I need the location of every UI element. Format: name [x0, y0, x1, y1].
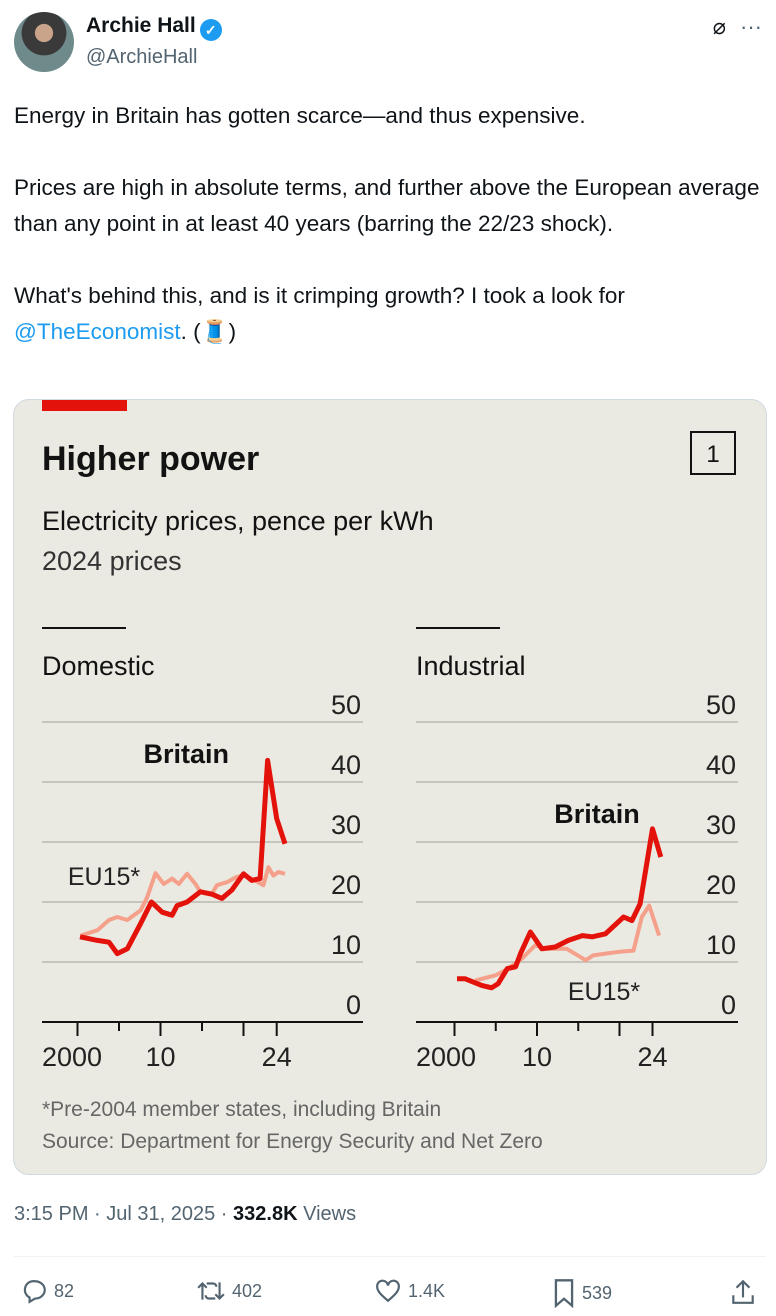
britain-line: [457, 826, 664, 991]
reply-icon: [23, 1280, 46, 1304]
x-tick-label: 24: [262, 1042, 292, 1072]
tweet-paragraph: Energy in Britain has gotten scarce—and …: [14, 103, 586, 128]
chart-number-box: [690, 431, 736, 475]
y-tick-label: 50: [331, 690, 361, 720]
y-tick-label: 10: [706, 930, 736, 960]
grok-icon[interactable]: ⌀: [712, 14, 727, 39]
tweet-text: Energy in Britain has gotten scarce—and …: [14, 98, 764, 386]
share-button[interactable]: [730, 1278, 756, 1306]
britain-label: Britain: [554, 799, 640, 829]
panel-title: Industrial: [416, 651, 526, 681]
chart-subtitle: Electricity prices, pence per kWh: [42, 506, 434, 536]
y-tick-label: 0: [721, 990, 736, 1020]
bookmark-icon: [554, 1279, 574, 1308]
chart-subtitle-2: 2024 prices: [42, 546, 182, 576]
mention-link[interactable]: @TheEconomist: [14, 319, 181, 344]
chart-number: 1: [706, 441, 719, 468]
x-tick-label: 24: [637, 1042, 667, 1072]
y-tick-label: 40: [331, 750, 361, 780]
y-tick-label: 10: [331, 930, 361, 960]
share-icon: [732, 1279, 754, 1304]
verified-badge-icon: ✓: [199, 19, 222, 41]
eu15-line: [80, 865, 286, 938]
y-tick-label: 50: [706, 690, 736, 720]
tweet-paragraph: Prices are high in absolute terms, and f…: [14, 175, 760, 236]
tweet-time[interactable]: 3:15 PM: [14, 1203, 89, 1225]
y-tick-label: 40: [706, 750, 736, 780]
y-tick-label: 30: [331, 810, 361, 840]
repost-icon: [197, 1281, 225, 1301]
x-tick-label: 2000: [42, 1042, 102, 1072]
divider: [14, 1256, 766, 1257]
chart-svg: Higher power 1 Electricity prices, pence…: [42, 400, 738, 1153]
eu15-label: EU15*: [568, 978, 641, 1006]
eu15-label: EU15*: [68, 863, 141, 891]
y-tick-label: 20: [331, 870, 361, 900]
britain-line: [79, 757, 288, 957]
chart-source: Source: Department for Energy Security a…: [42, 1130, 543, 1153]
more-options-icon[interactable]: ···: [740, 14, 762, 39]
economist-red-bar: [42, 400, 127, 411]
tweet-date[interactable]: Jul 31, 2025: [106, 1203, 216, 1225]
y-tick-label: 30: [706, 810, 736, 840]
avatar[interactable]: [14, 12, 74, 72]
like-button[interactable]: 1.4K: [374, 1278, 445, 1304]
action-bar: 82 402 1.4K 539: [22, 1278, 762, 1310]
x-tick-label: 2000: [416, 1042, 476, 1072]
reply-button[interactable]: 82: [22, 1278, 74, 1304]
chart-title: Higher power: [42, 440, 259, 478]
x-tick-label: 10: [522, 1042, 552, 1072]
tweet-meta: 3:15 PM · Jul 31, 2025 · 332.8K Views: [14, 1203, 357, 1225]
view-count: 332.8K: [233, 1203, 298, 1225]
britain-label: Britain: [143, 739, 229, 769]
repost-button[interactable]: 402: [196, 1278, 262, 1304]
author-name[interactable]: Archie Hall ✓: [86, 14, 222, 41]
x-tick-label: 10: [145, 1042, 175, 1072]
bookmark-button[interactable]: 539: [552, 1278, 612, 1308]
heart-icon: [376, 1279, 400, 1303]
author-handle[interactable]: @ArchieHall: [86, 46, 198, 68]
tweet-paragraph: What's behind this, and is it crimping g…: [14, 283, 625, 344]
panel-title: Domestic: [42, 651, 155, 681]
y-tick-label: 20: [706, 870, 736, 900]
y-tick-label: 0: [346, 990, 361, 1020]
chart-image[interactable]: Higher power 1 Electricity prices, pence…: [13, 399, 767, 1175]
chart-footnote: *Pre-2004 member states, including Brita…: [42, 1098, 441, 1121]
